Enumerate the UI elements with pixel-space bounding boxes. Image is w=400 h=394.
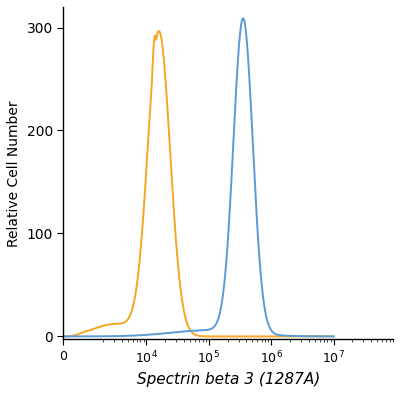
X-axis label: Spectrin beta 3 (1287A): Spectrin beta 3 (1287A) [136,372,320,387]
Y-axis label: Relative Cell Number: Relative Cell Number [7,100,21,247]
